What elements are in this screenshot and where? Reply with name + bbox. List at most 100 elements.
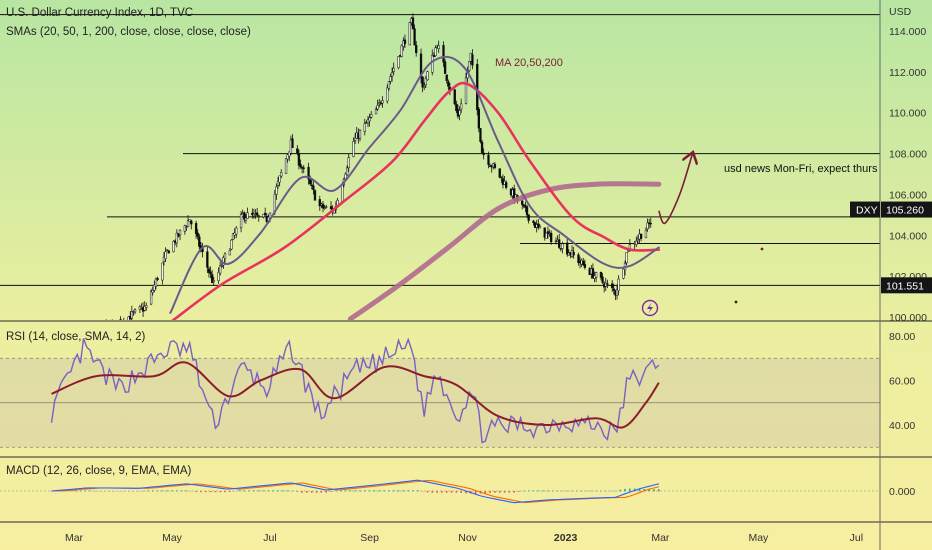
time-tick-label: Sep [360, 532, 379, 544]
macd-histogram-bar [537, 490, 540, 492]
lightning-icon[interactable] [641, 299, 659, 317]
candle [400, 44, 403, 58]
candle [255, 207, 259, 217]
macd-histogram-bar [320, 491, 323, 493]
macd-histogram-bar [267, 490, 270, 492]
candle [288, 151, 291, 161]
candle [239, 211, 243, 233]
candle [220, 262, 223, 268]
candle [646, 218, 649, 232]
rsi-tick-label: 60.00 [889, 376, 915, 388]
candle [178, 229, 182, 241]
macd-histogram-bar [643, 488, 646, 492]
candle [284, 158, 288, 174]
candle [479, 127, 482, 144]
candle [611, 280, 614, 292]
candle [374, 107, 378, 115]
candle [583, 259, 587, 270]
rsi-scale[interactable]: 80.00 60.00 40.00 [889, 331, 915, 432]
price-tick-label: 108.000 [889, 149, 927, 161]
macd-scale[interactable]: 0.000 [889, 486, 915, 498]
candle [505, 180, 508, 190]
candle [437, 40, 440, 53]
candle [185, 225, 188, 231]
candle [296, 144, 299, 156]
symbol-badge-text: DXY [856, 205, 878, 217]
rsi-tick-label: 40.00 [889, 420, 915, 432]
candle [235, 226, 238, 239]
macd-histogram-bar [474, 491, 477, 494]
candle [323, 205, 326, 210]
macd-histogram-bar [330, 491, 332, 492]
candle [464, 72, 468, 105]
macd-histogram-bar [195, 491, 197, 492]
candle [299, 159, 302, 169]
macd-histogram-bar [595, 490, 597, 492]
candle [119, 316, 122, 320]
macd-histogram-bar [571, 490, 573, 492]
macd-histogram-bar [229, 491, 231, 492]
candle [230, 239, 233, 251]
candle [286, 153, 289, 163]
candle [312, 181, 315, 195]
time-tick-label: Mar [65, 532, 84, 544]
candle [493, 161, 497, 170]
macd-histogram-bar [69, 490, 72, 492]
rsi-pane[interactable] [0, 337, 880, 448]
macd-histogram-bar [624, 488, 626, 492]
candle [572, 246, 575, 259]
candle [537, 218, 540, 230]
macd-histogram-bar [653, 489, 655, 492]
candle [487, 151, 490, 169]
macd-histogram-bar [151, 490, 154, 492]
candle [352, 137, 355, 158]
candle [231, 232, 235, 241]
sma50-line [171, 81, 661, 320]
candle [635, 236, 638, 248]
macd-histogram-bar [498, 491, 501, 493]
macd-histogram-bar [455, 491, 458, 493]
candle [209, 266, 212, 279]
macd-histogram-bar [585, 490, 588, 492]
candle [156, 276, 159, 282]
candle [421, 76, 424, 93]
macd-histogram-bar [204, 491, 207, 493]
sma-legend: SMAs (20, 50, 1, 200, close, close, clos… [6, 26, 251, 38]
macd-histogram-bar [518, 491, 520, 492]
candle [476, 58, 479, 116]
candle [397, 56, 400, 70]
macd-histogram-bar [397, 490, 400, 492]
candle [477, 107, 481, 133]
macd-histogram-bar [513, 491, 515, 493]
macd-histogram-bar [648, 489, 650, 492]
candle [302, 164, 305, 174]
macd-histogram-bar [262, 490, 265, 492]
candle [622, 266, 625, 280]
macd-pane[interactable] [0, 479, 880, 504]
rsi-ma-line [51, 361, 660, 429]
sma20-line [169, 55, 660, 314]
macd-histogram-bar [417, 490, 419, 492]
candle [223, 252, 227, 264]
candle [522, 204, 525, 209]
last-price-badge-text: 105.260 [886, 205, 924, 217]
macd-histogram-bar [180, 490, 183, 492]
candle [212, 276, 215, 286]
candle [389, 73, 392, 85]
macd-histogram-bar [224, 491, 226, 493]
macd-histogram-bar [359, 490, 361, 492]
candle [130, 305, 133, 320]
price-pane[interactable] [0, 13, 880, 407]
time-axis[interactable]: Mar May Jul Sep Nov 2023 Mar May Jul [65, 532, 863, 544]
candle [166, 249, 169, 252]
candle [275, 183, 278, 200]
macd-histogram-bar [84, 490, 87, 492]
time-tick-label: Jul [850, 532, 863, 544]
time-tick-label: Nov [458, 532, 477, 544]
rsi-legend: RSI (14, close, SMA, 14, 2) [6, 331, 146, 343]
macd-histogram-bar [436, 491, 438, 493]
candle [276, 177, 280, 189]
price-scale[interactable]: 114.000 112.000 110.000 108.000 106.000 104.0… [850, 26, 932, 324]
candle [413, 24, 416, 46]
